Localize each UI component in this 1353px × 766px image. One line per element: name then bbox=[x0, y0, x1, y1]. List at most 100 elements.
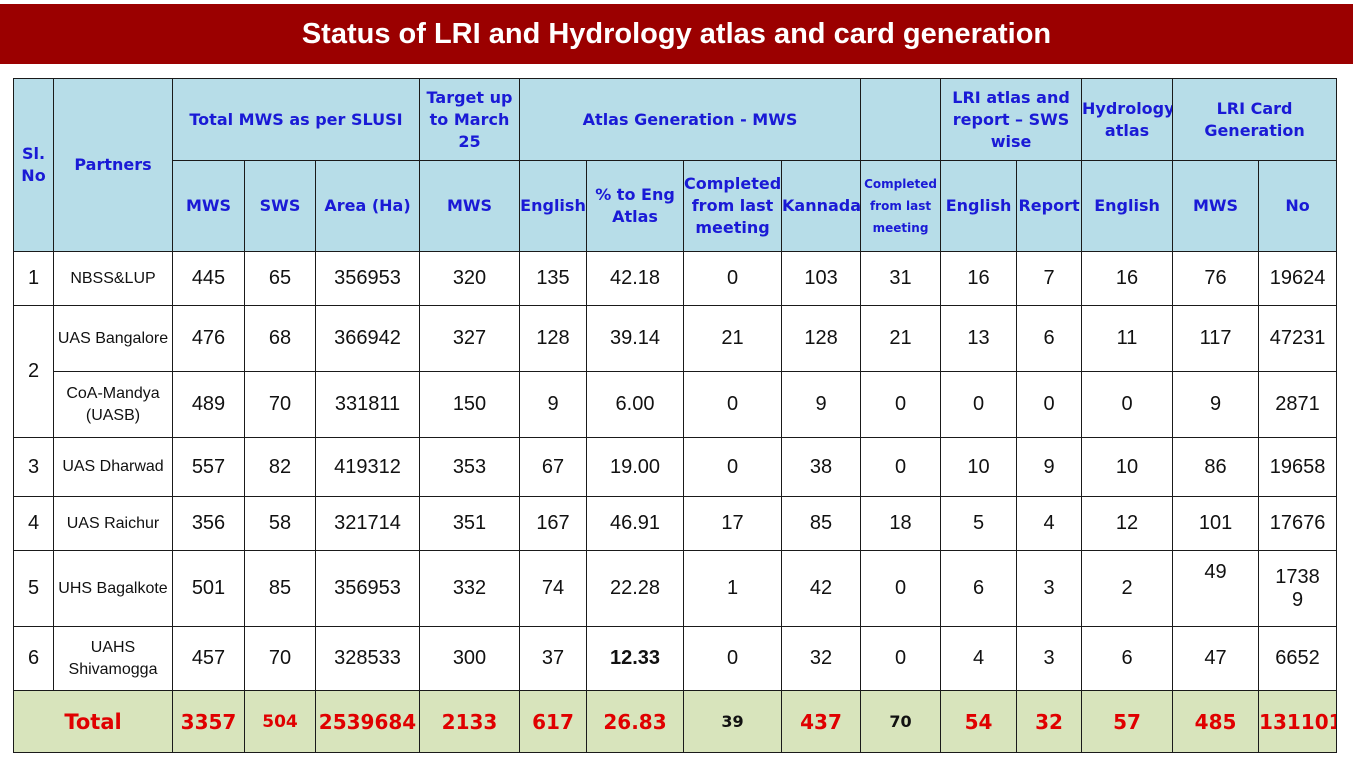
lri-english-cell: 16 bbox=[940, 251, 1018, 306]
header-target: Target up to March 25 bbox=[419, 78, 520, 161]
completed-k-cell: 18 bbox=[860, 496, 942, 551]
card-no-cell: 2871 bbox=[1258, 371, 1338, 438]
lri-english-cell: 10 bbox=[940, 437, 1018, 497]
lri-report-cell: 3 bbox=[1016, 550, 1083, 627]
completed-k-cell: 21 bbox=[860, 305, 942, 372]
english-cell: 167 bbox=[519, 496, 587, 551]
completed-k-cell: 0 bbox=[860, 550, 942, 627]
header-atlas-generation: Atlas Generation - MWS bbox=[518, 78, 862, 161]
total-english-cell: 617 bbox=[519, 690, 587, 753]
table-row: 3 UAS Dharwad 557 82 419312 353 67 19.00… bbox=[13, 437, 1338, 497]
hyd-english-cell: 2 bbox=[1081, 550, 1174, 627]
english-cell: 67 bbox=[519, 437, 587, 497]
lri-report-cell: 6 bbox=[1016, 305, 1083, 372]
mws-cell: 476 bbox=[172, 305, 245, 372]
card-mws-cell: 117 bbox=[1172, 305, 1260, 372]
header-lri-atlas: LRI atlas and report – SWS wise bbox=[940, 78, 1083, 161]
card-no-cell: 17676 bbox=[1258, 496, 1338, 551]
partner-cell: UHS Bagalkote bbox=[53, 550, 173, 627]
english-cell: 128 bbox=[519, 305, 587, 372]
sws-cell: 82 bbox=[244, 437, 316, 497]
mws-cell: 557 bbox=[172, 437, 245, 497]
card-no-cell: 19624 bbox=[1258, 251, 1338, 306]
card-mws-cell: 9 bbox=[1172, 371, 1260, 438]
total-area-cell: 2539684 bbox=[315, 690, 420, 753]
area-cell: 419312 bbox=[315, 437, 420, 497]
sws-cell: 68 bbox=[244, 305, 316, 372]
table-row: 1 NBSS&LUP 445 65 356953 320 135 42.18 0… bbox=[13, 251, 1338, 306]
total-card-mws-cell: 485 bbox=[1172, 690, 1260, 753]
target-cell: 327 bbox=[419, 305, 520, 372]
completed-k-cell: 0 bbox=[860, 626, 942, 691]
kannada-cell: 9 bbox=[780, 371, 862, 438]
mws-cell: 445 bbox=[172, 251, 245, 306]
header-row-2: MWS SWS Area (Ha) MWS English % to Eng A… bbox=[14, 160, 1338, 252]
card-mws-cell: 49 bbox=[1172, 550, 1260, 627]
subheader-lri-report: Report bbox=[1016, 160, 1083, 252]
kannada-cell: 128 bbox=[780, 305, 862, 372]
pct-eng-cell: 6.00 bbox=[586, 371, 684, 438]
mws-cell: 356 bbox=[172, 496, 245, 551]
card-no-cell: 17389 bbox=[1258, 550, 1338, 627]
sws-cell: 70 bbox=[244, 626, 316, 691]
lri-report-cell: 0 bbox=[1016, 371, 1083, 438]
table-row: CoA-Mandya (UASB) 489 70 331811 150 9 6.… bbox=[14, 371, 1338, 438]
completed-cell: 0 bbox=[683, 437, 782, 497]
hyd-english-cell: 10 bbox=[1081, 437, 1174, 497]
subheader-target-mws: MWS bbox=[419, 160, 520, 252]
subheader-lri-english: English bbox=[940, 160, 1018, 252]
lri-english-cell: 6 bbox=[940, 550, 1018, 627]
lri-english-cell: 4 bbox=[940, 626, 1018, 691]
sl-no-cell: 4 bbox=[13, 496, 54, 551]
pct-eng-cell: 46.91 bbox=[586, 496, 684, 551]
target-cell: 353 bbox=[419, 437, 520, 497]
english-cell: 74 bbox=[519, 550, 587, 627]
subheader-card-no: No bbox=[1258, 160, 1338, 252]
card-no-cell: 47231 bbox=[1258, 305, 1338, 372]
subheader-completed: Completed from last meeting bbox=[683, 160, 782, 252]
target-cell: 351 bbox=[419, 496, 520, 551]
completed-k-cell: 0 bbox=[860, 371, 942, 438]
mws-cell: 457 bbox=[172, 626, 245, 691]
kannada-cell: 32 bbox=[780, 626, 862, 691]
header-total-mws: Total MWS as per SLUSI bbox=[172, 78, 420, 161]
total-completed-k-cell: 70 bbox=[860, 690, 942, 753]
total-lri-report-cell: 32 bbox=[1016, 690, 1083, 753]
table-row: 6 UAHS Shivamogga 457 70 328533 300 37 1… bbox=[13, 626, 1338, 691]
area-cell: 356953 bbox=[315, 251, 420, 306]
completed-cell: 21 bbox=[683, 305, 782, 372]
target-cell: 332 bbox=[419, 550, 520, 627]
sl-no-cell: 3 bbox=[13, 437, 54, 497]
partner-cell: CoA-Mandya (UASB) bbox=[53, 371, 173, 438]
partner-cell: UAS Bangalore bbox=[53, 305, 173, 372]
kannada-cell: 85 bbox=[780, 496, 862, 551]
table-row: 2 UAS Bangalore 476 68 366942 327 128 39… bbox=[13, 305, 1338, 438]
card-mws-cell: 47 bbox=[1172, 626, 1260, 691]
partner-cell: UAS Raichur bbox=[53, 496, 173, 551]
hyd-english-cell: 11 bbox=[1081, 305, 1174, 372]
sl-no-cell: 2 bbox=[13, 305, 54, 438]
card-mws-cell: 101 bbox=[1172, 496, 1260, 551]
table-row: 5 UHS Bagalkote 501 85 356953 332 74 22.… bbox=[13, 550, 1338, 627]
total-label: Total bbox=[13, 690, 173, 753]
pct-eng-cell: 42.18 bbox=[586, 251, 684, 306]
card-no-cell: 19658 bbox=[1258, 437, 1338, 497]
sws-cell: 58 bbox=[244, 496, 316, 551]
english-cell: 135 bbox=[519, 251, 587, 306]
subheader-mws: MWS bbox=[172, 160, 245, 252]
lri-english-cell: 13 bbox=[940, 305, 1018, 372]
total-pct-eng-cell: 26.83 bbox=[586, 690, 684, 753]
kannada-cell: 38 bbox=[780, 437, 862, 497]
pct-eng-cell: 39.14 bbox=[586, 305, 684, 372]
total-mws-cell: 3357 bbox=[172, 690, 245, 753]
card-mws-cell: 76 bbox=[1172, 251, 1260, 306]
lri-report-cell: 9 bbox=[1016, 437, 1083, 497]
kannada-cell: 42 bbox=[780, 550, 862, 627]
sws-cell: 65 bbox=[244, 251, 316, 306]
header-empty bbox=[860, 78, 942, 161]
completed-k-cell: 31 bbox=[860, 251, 942, 306]
pct-eng-cell: 22.28 bbox=[586, 550, 684, 627]
completed-cell: 0 bbox=[683, 626, 782, 691]
target-cell: 320 bbox=[419, 251, 520, 306]
total-sws-cell: 504 bbox=[244, 690, 316, 753]
